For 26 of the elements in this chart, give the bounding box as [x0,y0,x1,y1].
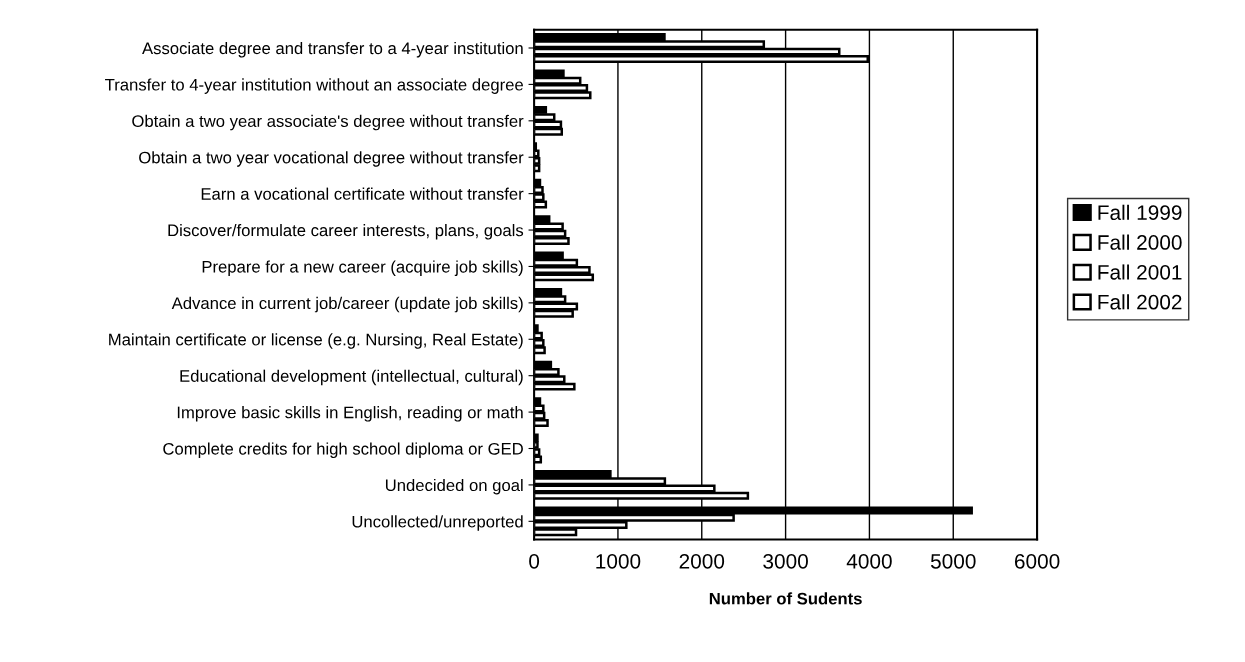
y-tick-label: Discover/formulate career interests, plans, goals [168,224,524,240]
legend-label: Fall 2002 [1098,294,1182,310]
y-tick-label: Complete credits for high school diploma or GED [163,442,523,458]
x-tick-label: 0 [529,553,540,569]
legend-label: Fall 2000 [1098,234,1182,250]
x-tick-label: 5000 [930,553,976,569]
legend-label: Fall 2001 [1098,264,1182,280]
x-tick-label: 6000 [1014,553,1060,569]
legend-label: Fall 1999 [1098,204,1182,221]
x-tick-label: 2000 [679,553,725,569]
y-tick-label: Undecided on goal [385,478,523,495]
y-tick-label: Associate degree and transfer to a 4-year institution [142,41,523,58]
x-axis-title: Number of Sudents [709,592,862,605]
y-tick-label: Transfer to 4-year institution without an associate degree [105,78,523,94]
y-tick-label: Uncollected/unreported [352,515,523,531]
y-tick-label: Obtain a two year associate's degree without transfer [132,114,524,131]
y-tick-label: Advance in current job/career (update job skills) [171,296,523,313]
x-tick-label: 1000 [596,553,641,569]
y-tick-label: Obtain a two year vocational degree without transfer [139,151,524,167]
y-tick-label: Prepare for a new career (acquire job skills) [202,260,523,276]
x-tick-label: 3000 [763,553,808,569]
y-tick-label: Educational development (intellectual, cultural) [180,369,523,386]
y-tick-label: Improve basic skills in English, reading or math [177,406,523,422]
x-tick-label: 4000 [846,553,892,569]
y-tick-label: Earn a vocational certificate without transfer [201,187,524,200]
y-tick-label: Maintain certificate or license (e.g. Nursing, Real Estate) [109,333,523,349]
